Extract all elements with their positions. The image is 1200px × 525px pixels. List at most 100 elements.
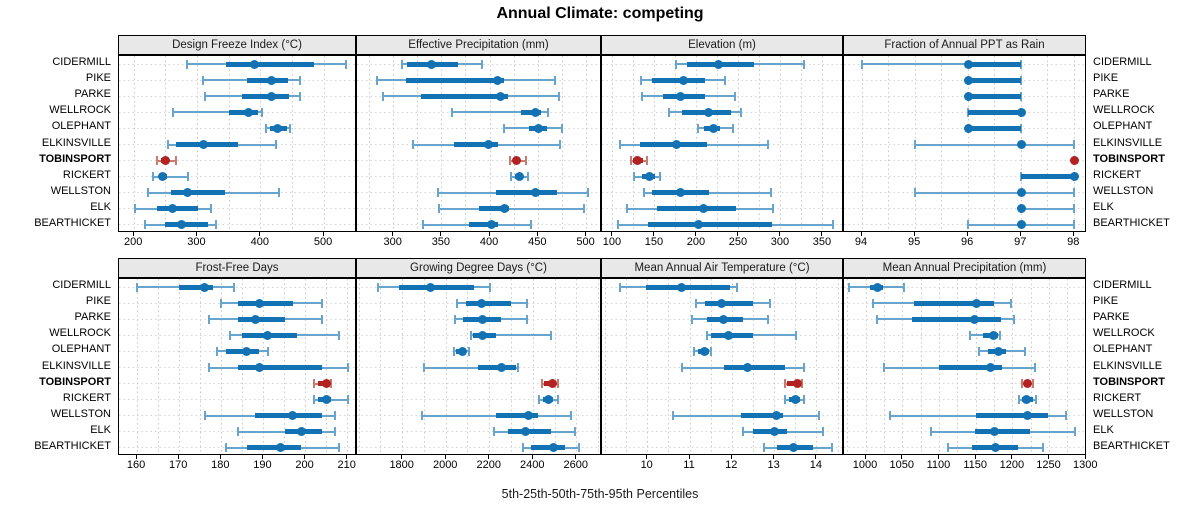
axis-tick-label: 12 bbox=[725, 459, 738, 471]
median-dot bbox=[267, 75, 277, 85]
whisker-cap-low bbox=[872, 298, 875, 308]
iqr-box bbox=[496, 413, 538, 419]
axis-tick-label: 2200 bbox=[476, 459, 501, 471]
whisker-cap-low bbox=[203, 411, 206, 421]
whisker-cap-low bbox=[616, 220, 619, 230]
panel-header: Growing Degree Days (°C) bbox=[356, 258, 601, 278]
whisker-cap-high bbox=[525, 298, 528, 308]
iqr-box bbox=[241, 93, 289, 99]
row-gridline bbox=[844, 111, 1085, 113]
site-label-right: BEARTHICKET bbox=[1093, 216, 1170, 229]
whisker-cap-low bbox=[509, 156, 512, 166]
iqr-box bbox=[968, 125, 1022, 131]
axis-tick bbox=[135, 455, 137, 459]
panel-plot bbox=[356, 55, 601, 232]
site-label-right: ELK bbox=[1093, 200, 1114, 213]
axis-tick bbox=[488, 232, 490, 236]
row-gridline bbox=[844, 176, 1085, 178]
axis-tick-label: 170 bbox=[169, 459, 188, 471]
axis-tick-label: 400 bbox=[479, 236, 499, 248]
median-dot bbox=[742, 363, 752, 372]
v-gridline bbox=[358, 279, 360, 454]
axis-tick-label: 160 bbox=[126, 459, 146, 471]
axis-tick-label: 1000 bbox=[852, 459, 878, 471]
whisker-cap-high bbox=[557, 379, 560, 389]
axis-tick-label: 95 bbox=[907, 236, 921, 248]
whisker-cap-low bbox=[151, 172, 154, 182]
axis-tick-label: 98 bbox=[1067, 236, 1080, 248]
site-label-left: PIKE bbox=[85, 72, 111, 85]
whisker-cap-low bbox=[376, 75, 379, 85]
axis-tick-label: 1800 bbox=[389, 459, 414, 471]
whisker-cap-low bbox=[929, 427, 932, 437]
whisker-cap-low bbox=[216, 346, 219, 356]
median-dot bbox=[989, 427, 999, 437]
axis-tick-label: 300 bbox=[770, 236, 790, 248]
median-dot bbox=[1016, 107, 1026, 117]
iqr-box bbox=[420, 93, 509, 99]
iqr-box bbox=[723, 365, 786, 370]
median-dot bbox=[1016, 204, 1026, 214]
whisker-cap-low bbox=[265, 123, 268, 133]
whisker-line bbox=[862, 63, 1022, 66]
whisker-line bbox=[152, 175, 188, 178]
whisker-cap-high bbox=[481, 59, 484, 69]
whisker-cap-high bbox=[557, 91, 560, 101]
iqr-box bbox=[478, 206, 510, 212]
panel-header: Frost-Free Days bbox=[118, 258, 356, 278]
whisker-cap-high bbox=[587, 188, 590, 198]
site-label-right: TOBINSPORT bbox=[1093, 375, 1165, 388]
row-gridline bbox=[602, 383, 842, 385]
median-dot bbox=[1016, 140, 1026, 149]
whisker-cap-high bbox=[803, 363, 806, 372]
whisker-cap-low bbox=[784, 379, 787, 389]
median-dot bbox=[1069, 172, 1079, 182]
median-dot bbox=[694, 220, 704, 230]
whisker-cap-high bbox=[1032, 379, 1035, 389]
site-label-left: CIDERMILL bbox=[52, 56, 111, 69]
whisker-line bbox=[438, 207, 584, 210]
median-dot bbox=[426, 59, 436, 69]
row-gridline bbox=[119, 431, 355, 433]
median-dot bbox=[1016, 188, 1026, 198]
median-dot bbox=[632, 156, 642, 166]
whisker-cap-low bbox=[522, 443, 525, 453]
axis-tick bbox=[815, 455, 817, 459]
whisker-cap-low bbox=[696, 123, 699, 133]
median-dot bbox=[699, 204, 709, 214]
median-dot bbox=[970, 314, 980, 324]
median-dot bbox=[676, 91, 686, 101]
axis-tick-label: 300 bbox=[187, 236, 206, 248]
median-dot bbox=[493, 75, 503, 85]
median-dot bbox=[772, 411, 782, 421]
axis-tick-label: 1100 bbox=[926, 459, 951, 471]
whisker-cap-high bbox=[769, 188, 772, 198]
whisker-cap-high bbox=[1065, 411, 1068, 421]
site-label-left: WELLROCK bbox=[49, 104, 111, 117]
whisker-cap-low bbox=[220, 298, 223, 308]
whisker-cap-low bbox=[313, 379, 316, 389]
whisker-cap-low bbox=[207, 363, 210, 372]
whisker-line bbox=[424, 366, 518, 369]
whisker-cap-low bbox=[861, 59, 864, 69]
iqr-box bbox=[399, 284, 475, 290]
row-gridline bbox=[844, 399, 1085, 401]
v-gridline bbox=[402, 279, 404, 454]
row-gridline bbox=[844, 224, 1085, 226]
whisker-cap-high bbox=[658, 172, 661, 182]
site-label-right: ELKINSVILLE bbox=[1093, 359, 1163, 372]
whisker-cap-high bbox=[467, 346, 470, 356]
whisker-cap-high bbox=[771, 204, 774, 214]
iqr-box bbox=[238, 316, 285, 322]
iqr-box bbox=[912, 316, 1002, 322]
axis-tick bbox=[1019, 232, 1021, 236]
whisker-cap-high bbox=[767, 140, 770, 149]
row-gridline bbox=[602, 350, 842, 352]
whisker-cap-high bbox=[733, 91, 736, 101]
axis-tick bbox=[611, 232, 613, 236]
whisker-cap-low bbox=[643, 188, 645, 198]
median-dot bbox=[486, 220, 496, 230]
axis-tick-label: 250 bbox=[728, 236, 748, 248]
whisker-cap-low bbox=[763, 443, 766, 453]
